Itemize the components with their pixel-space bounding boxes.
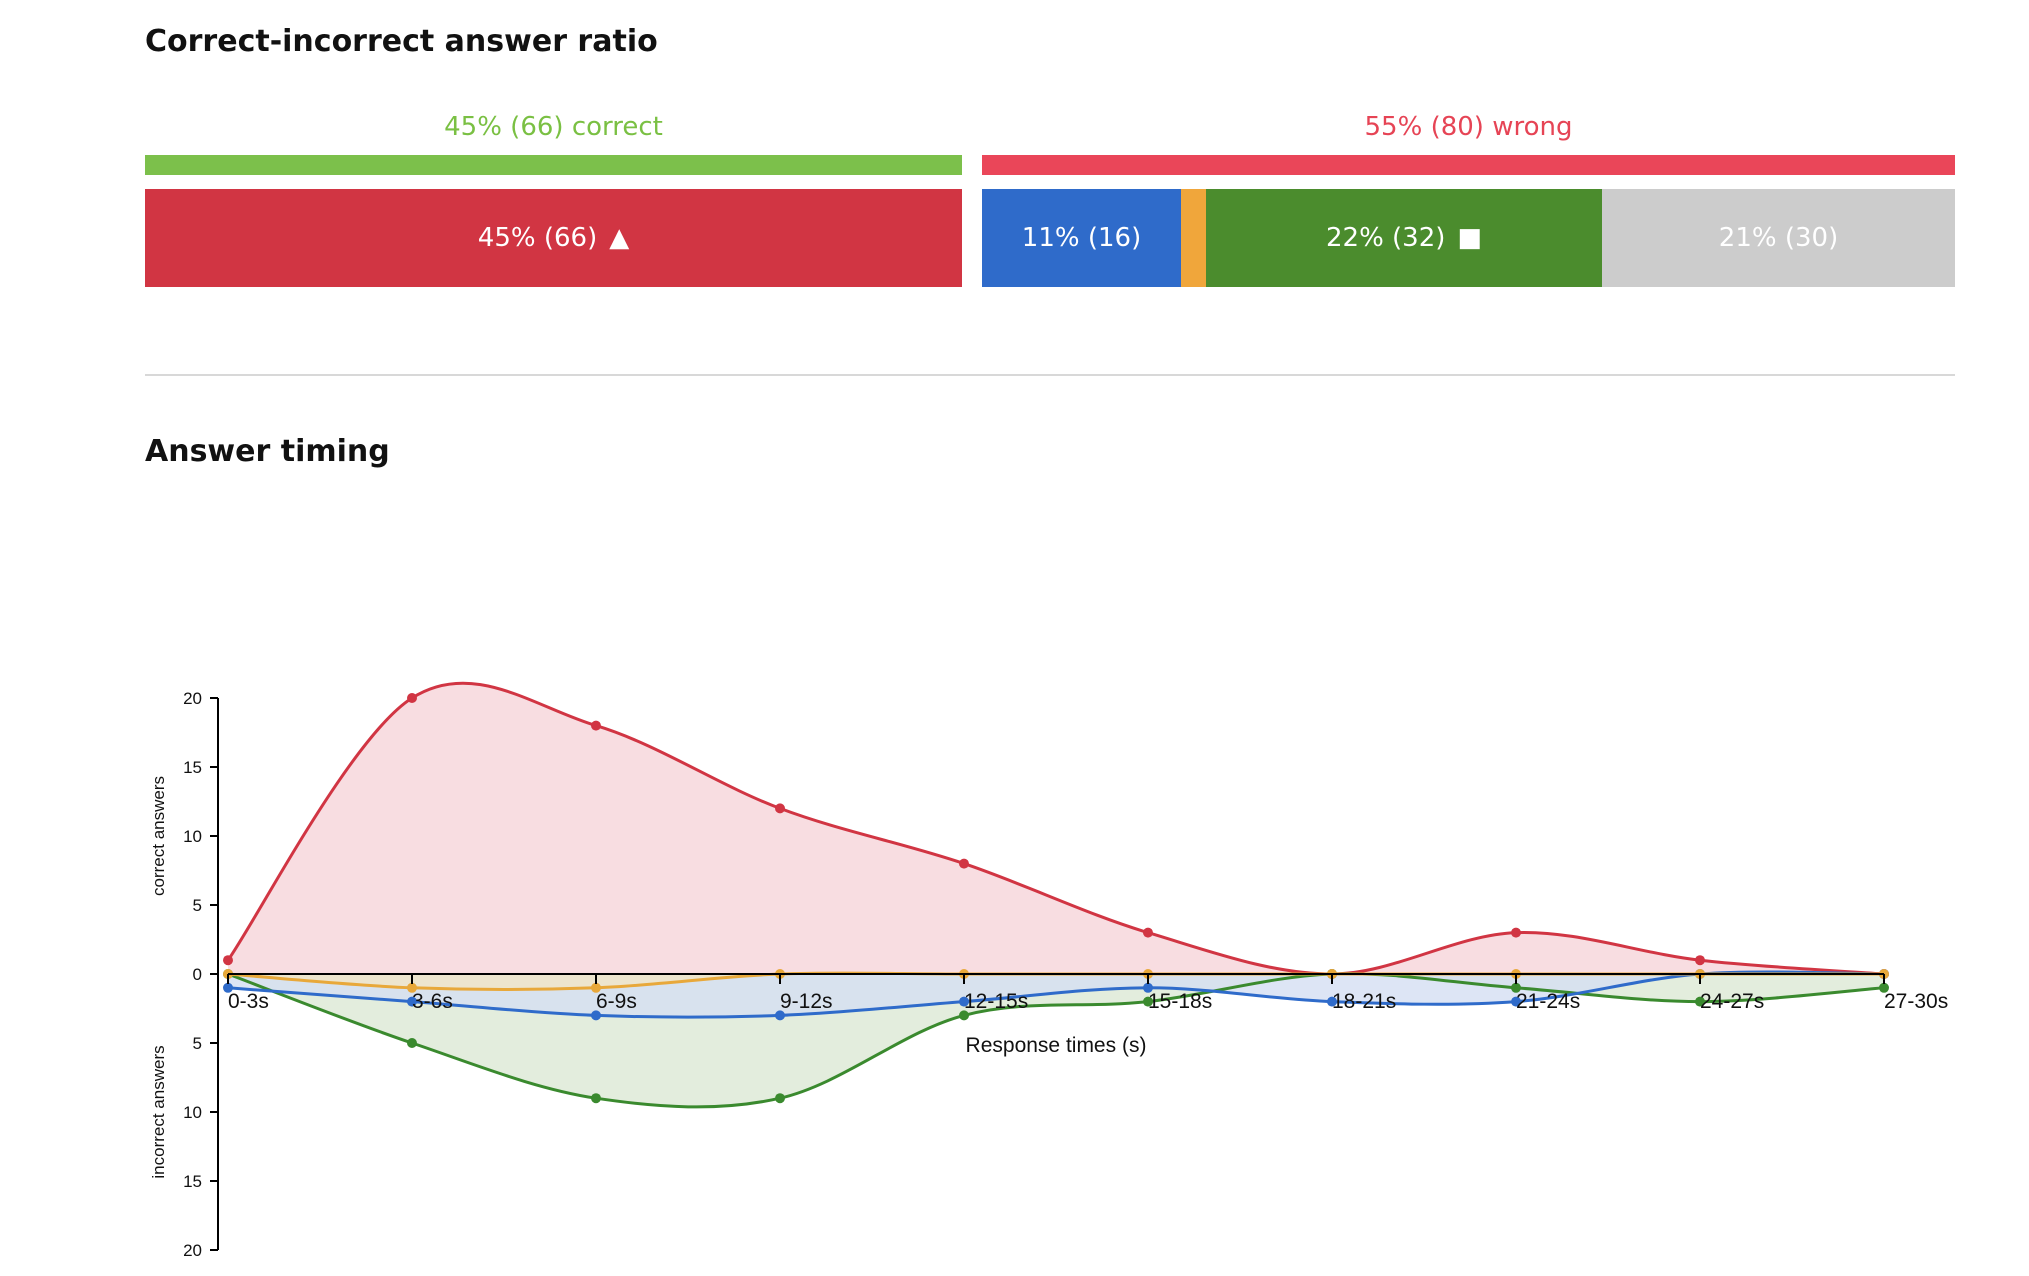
y-tick-label: 5 — [193, 1034, 202, 1053]
y-tick-label: 20 — [183, 1241, 202, 1260]
series-point — [1695, 996, 1705, 1007]
y-tick-label: 5 — [193, 896, 202, 915]
y-tick-label: 20 — [183, 689, 202, 708]
series-point — [591, 1093, 601, 1104]
section-divider — [145, 374, 1955, 376]
series-point — [959, 858, 969, 869]
x-tick-label: 6-9s — [596, 990, 637, 1013]
series-point — [959, 996, 969, 1007]
y-tick-label: 0 — [193, 965, 202, 984]
series-point — [775, 1010, 785, 1021]
x-tick-label: 18-21s — [1332, 990, 1396, 1013]
series-area-3 — [228, 972, 1884, 990]
y-axis-label-incorrect: incorrect answers — [149, 1045, 168, 1178]
series-line-1 — [227, 972, 1885, 1109]
series-point — [775, 1093, 785, 1104]
square-icon: ■ — [1457, 223, 1482, 253]
series-point — [1327, 996, 1337, 1007]
series-point — [407, 982, 417, 993]
y-axis-label-correct: correct answers — [149, 776, 168, 896]
x-tick-label: 15-18s — [1148, 990, 1212, 1013]
x-tick-label: 0-3s — [228, 990, 269, 1013]
triangle-icon: ▲ — [609, 223, 630, 253]
answer-segment-square[interactable]: 22% (32) ■ — [1206, 189, 1602, 287]
series-point — [1143, 982, 1153, 993]
series-point — [591, 1010, 601, 1021]
series-point — [407, 996, 417, 1007]
series-point — [1879, 982, 1889, 993]
series-point — [1511, 982, 1521, 993]
y-tick-label: 10 — [183, 827, 202, 846]
wrong-ratio-bar — [982, 155, 1955, 175]
series-line-0 — [226, 681, 1885, 976]
series-point — [1511, 927, 1521, 938]
x-tick-label: 24-27s — [1700, 990, 1764, 1013]
x-tick-label: 21-24s — [1516, 990, 1580, 1013]
series-point — [1511, 996, 1521, 1007]
x-tick-label: 12-15s — [964, 990, 1028, 1013]
segment-label: 21% (30) — [1718, 223, 1839, 253]
series-point — [959, 1010, 969, 1021]
x-tick-label: 3-6s — [412, 990, 453, 1013]
segment-label: 45% (66) — [477, 223, 598, 253]
series-point — [1143, 927, 1153, 938]
x-tick-label: 27-30s — [1884, 990, 1948, 1013]
correct-ratio-bar — [145, 155, 962, 175]
series-point — [223, 955, 233, 966]
series-point — [591, 982, 601, 993]
y-tick-label: 15 — [183, 758, 202, 777]
x-tick-label: 9-12s — [780, 990, 833, 1013]
correct-summary-label: 45% (66) correct — [444, 112, 663, 142]
ratio-section-title: Correct-incorrect answer ratio — [145, 24, 658, 59]
segment-label: 22% (32) — [1325, 223, 1446, 253]
series-point — [591, 720, 601, 731]
series-point — [407, 1038, 417, 1048]
series-area-0 — [228, 683, 1884, 974]
series-point — [1143, 996, 1153, 1007]
answer-segment-unanswered[interactable]: 21% (30) — [1602, 189, 1955, 287]
answer-segment-triangle[interactable]: 45% (66) ▲ — [145, 189, 962, 287]
series-line-2 — [227, 970, 1885, 1019]
y-tick-label: 15 — [183, 1172, 202, 1191]
timing-section-title: Answer timing — [145, 434, 390, 469]
y-tick-label: 10 — [183, 1103, 202, 1122]
segment-label: 11% (16) — [1021, 223, 1142, 253]
answer-segment-orange[interactable] — [1181, 189, 1206, 287]
answer-segment-blue[interactable]: 11% (16) — [982, 189, 1181, 287]
series-point — [407, 693, 417, 703]
series-point — [1695, 955, 1705, 966]
x-axis-label: Response times (s) — [966, 1034, 1147, 1057]
series-point — [223, 982, 233, 993]
wrong-summary-label: 55% (80) wrong — [1364, 112, 1573, 142]
series-point — [775, 803, 785, 814]
